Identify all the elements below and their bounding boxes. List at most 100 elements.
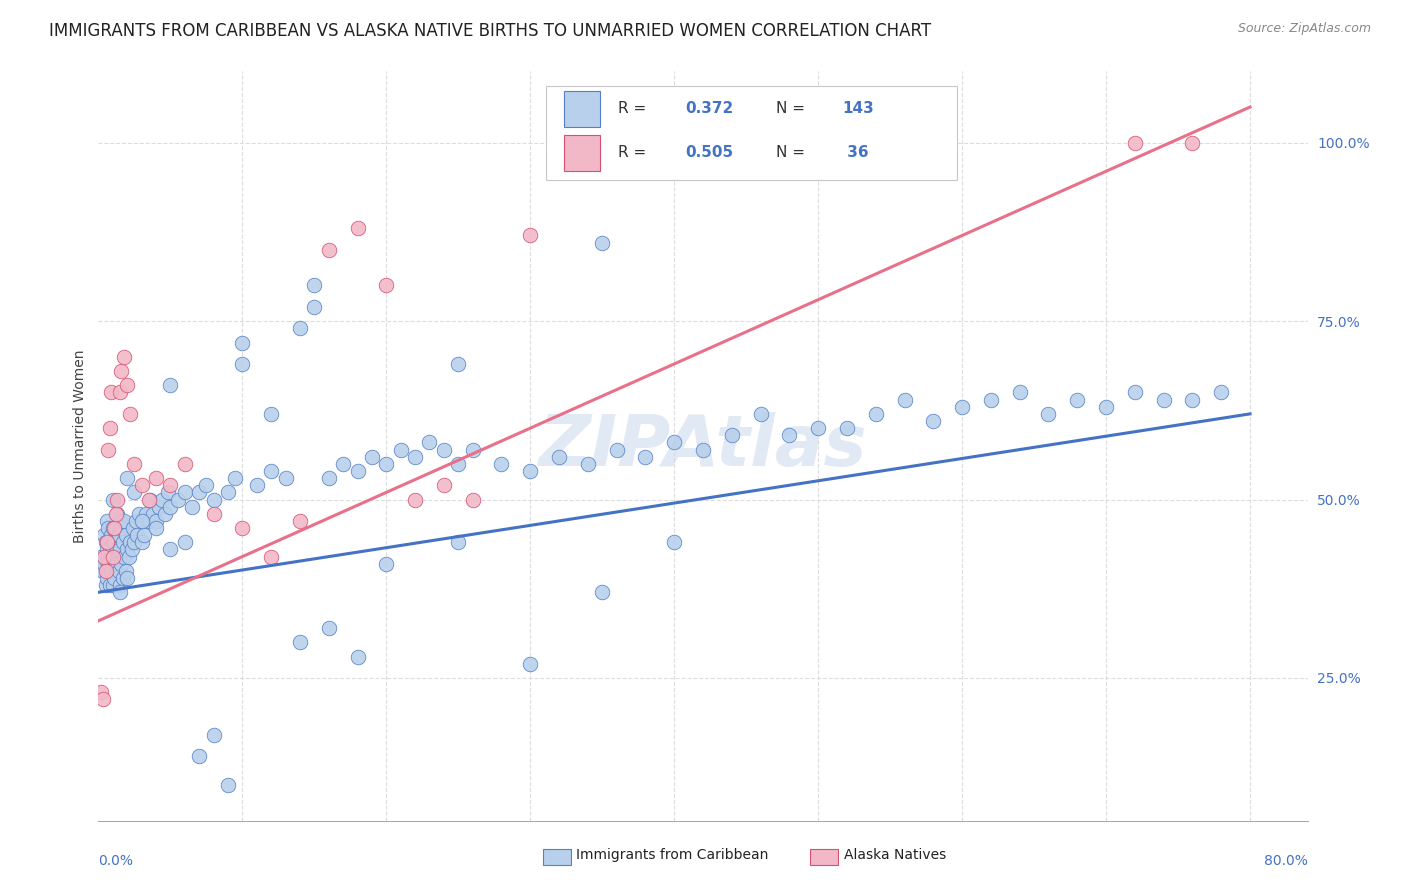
Point bbox=[96, 571, 118, 585]
Point bbox=[576, 457, 599, 471]
Point bbox=[108, 578, 131, 592]
Point bbox=[318, 243, 340, 257]
Point bbox=[304, 278, 326, 293]
Point bbox=[181, 500, 204, 514]
Point bbox=[101, 549, 124, 564]
Point bbox=[104, 507, 127, 521]
Point bbox=[288, 514, 311, 528]
Text: IMMIGRANTS FROM CARIBBEAN VS ALASKA NATIVE BIRTHS TO UNMARRIED WOMEN CORRELATION: IMMIGRANTS FROM CARIBBEAN VS ALASKA NATI… bbox=[49, 22, 931, 40]
Point bbox=[260, 407, 283, 421]
Point bbox=[159, 500, 181, 514]
Point bbox=[150, 492, 173, 507]
Point bbox=[346, 221, 368, 235]
Point bbox=[131, 478, 153, 492]
Point bbox=[94, 578, 117, 592]
Point bbox=[389, 442, 412, 457]
Point bbox=[153, 507, 176, 521]
Point bbox=[121, 542, 143, 557]
Point bbox=[664, 435, 686, 450]
Point bbox=[115, 378, 138, 392]
Point bbox=[110, 364, 132, 378]
Point bbox=[108, 542, 131, 557]
Point bbox=[128, 507, 150, 521]
Point bbox=[865, 407, 887, 421]
Point bbox=[97, 521, 120, 535]
Point bbox=[591, 585, 613, 599]
Point bbox=[145, 514, 167, 528]
Point bbox=[835, 421, 858, 435]
Point bbox=[131, 535, 153, 549]
Point bbox=[332, 457, 354, 471]
Y-axis label: Births to Unmarried Women: Births to Unmarried Women bbox=[73, 350, 87, 542]
Text: 0.372: 0.372 bbox=[685, 101, 733, 116]
Point bbox=[447, 457, 470, 471]
Point bbox=[145, 471, 167, 485]
Point bbox=[103, 521, 125, 535]
Point bbox=[142, 507, 165, 521]
Bar bbox=[810, 849, 838, 865]
Point bbox=[274, 471, 297, 485]
Point bbox=[318, 471, 340, 485]
Point bbox=[159, 478, 181, 492]
Point bbox=[1181, 136, 1204, 150]
Point bbox=[101, 549, 124, 564]
Point bbox=[217, 485, 239, 500]
Point bbox=[375, 457, 398, 471]
Point bbox=[111, 535, 134, 549]
Point bbox=[173, 485, 195, 500]
Point bbox=[139, 492, 162, 507]
Point bbox=[148, 500, 170, 514]
Point bbox=[115, 471, 138, 485]
Point bbox=[195, 478, 218, 492]
Point bbox=[1095, 400, 1118, 414]
Point bbox=[1181, 392, 1204, 407]
Point bbox=[124, 457, 146, 471]
Point bbox=[108, 514, 131, 528]
Point bbox=[100, 564, 122, 578]
Point bbox=[134, 528, 156, 542]
Point bbox=[433, 478, 456, 492]
Point bbox=[188, 485, 211, 500]
Point bbox=[114, 564, 136, 578]
Point bbox=[94, 564, 117, 578]
Point bbox=[125, 514, 148, 528]
Text: R =: R = bbox=[619, 145, 651, 161]
Text: Alaska Natives: Alaska Natives bbox=[844, 848, 946, 863]
Point bbox=[124, 535, 146, 549]
Point bbox=[433, 442, 456, 457]
Point bbox=[231, 335, 253, 350]
Point bbox=[173, 535, 195, 549]
Point bbox=[115, 571, 138, 585]
Point bbox=[1008, 385, 1031, 400]
Point bbox=[96, 542, 118, 557]
Point bbox=[591, 235, 613, 250]
Point bbox=[1123, 385, 1146, 400]
Point bbox=[188, 749, 211, 764]
Point bbox=[127, 528, 149, 542]
Point bbox=[107, 528, 129, 542]
Point bbox=[100, 385, 122, 400]
Text: 36: 36 bbox=[842, 145, 869, 161]
Point bbox=[93, 557, 115, 571]
Point bbox=[138, 492, 160, 507]
Point bbox=[664, 535, 686, 549]
Point bbox=[202, 728, 225, 742]
Point bbox=[404, 492, 426, 507]
Point bbox=[461, 442, 484, 457]
Text: 0.0%: 0.0% bbox=[98, 855, 134, 868]
Text: Source: ZipAtlas.com: Source: ZipAtlas.com bbox=[1237, 22, 1371, 36]
Text: Immigrants from Caribbean: Immigrants from Caribbean bbox=[576, 848, 769, 863]
Point bbox=[807, 421, 830, 435]
Point bbox=[138, 514, 160, 528]
Point bbox=[1038, 407, 1060, 421]
Point bbox=[491, 457, 513, 471]
Point bbox=[108, 385, 131, 400]
Point bbox=[93, 549, 115, 564]
Point bbox=[103, 535, 125, 549]
Point bbox=[950, 400, 973, 414]
Point bbox=[114, 528, 136, 542]
Point bbox=[246, 478, 269, 492]
Point bbox=[361, 450, 384, 464]
FancyBboxPatch shape bbox=[546, 87, 957, 180]
Point bbox=[1211, 385, 1233, 400]
